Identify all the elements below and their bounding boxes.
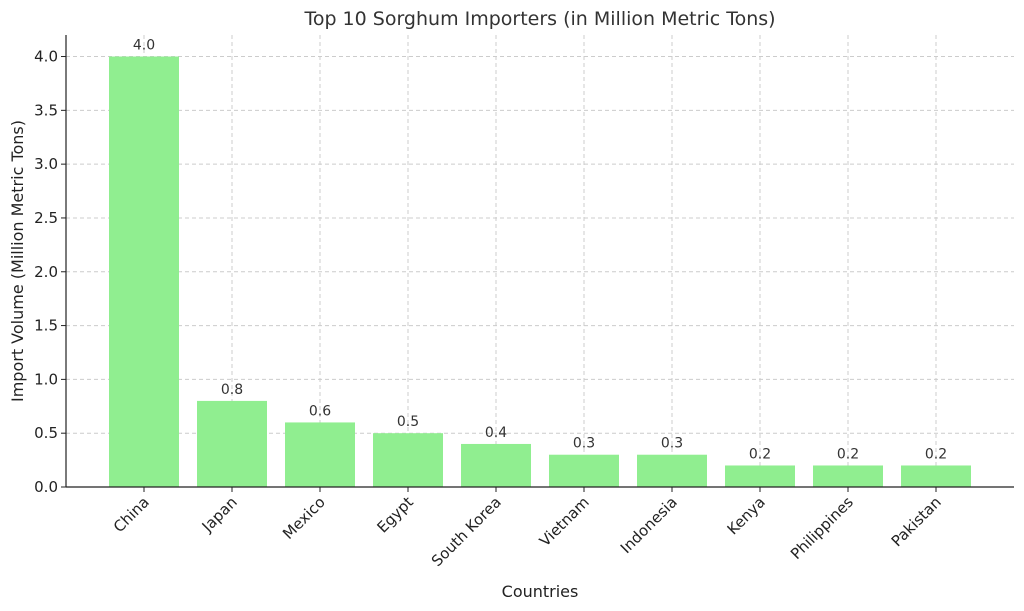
y-tick-label: 0.0 (34, 478, 58, 496)
x-tick-labels: China Japan Mexico Egypt South Korea Vietnam I… (110, 493, 945, 570)
x-axis-label: Countries (502, 582, 579, 601)
y-tick-label: 3.0 (34, 155, 58, 173)
bar-kenya (725, 465, 795, 487)
data-label: 0.2 (837, 446, 859, 462)
x-tick-label: Kenya (724, 493, 769, 538)
y-tick-label: 1.5 (34, 317, 58, 335)
chart-title: Top 10 Sorghum Importers (in Million Met… (303, 8, 775, 30)
x-tick-label: Mexico (279, 493, 329, 543)
x-tick-label: China (110, 493, 153, 536)
y-tick-label: 3.5 (34, 101, 58, 119)
data-label: 0.4 (485, 425, 507, 441)
y-tick-label: 4.0 (34, 48, 58, 66)
y-tick-labels: 0.0 0.5 1.0 1.5 2.0 2.5 3.0 3.5 4.0 (34, 48, 58, 496)
y-tick-label: 1.0 (34, 370, 58, 388)
data-label: 0.5 (397, 414, 419, 430)
x-tick-label: Indonesia (617, 493, 681, 557)
x-tick-label: Japan (198, 493, 241, 536)
x-tick-label: South Korea (428, 493, 505, 570)
data-labels: 4.0 0.8 0.6 0.5 0.4 0.3 0.3 0.2 0.2 0.2 (133, 38, 947, 463)
y-tick-label: 2.5 (34, 209, 58, 227)
data-label: 0.6 (309, 403, 331, 419)
bar-mexico (285, 422, 355, 487)
bar-philippines (813, 465, 883, 487)
x-tick-label: Vietnam (536, 493, 593, 550)
y-tick-label: 0.5 (34, 424, 58, 442)
bar-japan (197, 400, 267, 487)
data-label: 0.8 (221, 382, 243, 398)
bar-vietnam (549, 454, 619, 487)
data-label: 0.2 (749, 446, 771, 462)
bar-south-korea (461, 443, 531, 487)
bar-pakistan (901, 465, 971, 487)
data-label: 0.2 (925, 446, 947, 462)
x-tick-label: Pakistan (888, 493, 945, 550)
data-label: 4.0 (133, 38, 155, 54)
y-axis-label: Import Volume (Million Metric Tons) (8, 120, 27, 402)
bar-china (109, 56, 179, 488)
x-tick-label: Egypt (373, 493, 416, 536)
bars (109, 56, 971, 488)
x-tick-label: Philippines (787, 493, 857, 563)
bar-egypt (373, 433, 443, 487)
data-label: 0.3 (661, 436, 683, 452)
data-label: 0.3 (573, 436, 595, 452)
bar-indonesia (637, 454, 707, 487)
axes (61, 35, 1014, 492)
y-tick-label: 2.0 (34, 263, 58, 281)
